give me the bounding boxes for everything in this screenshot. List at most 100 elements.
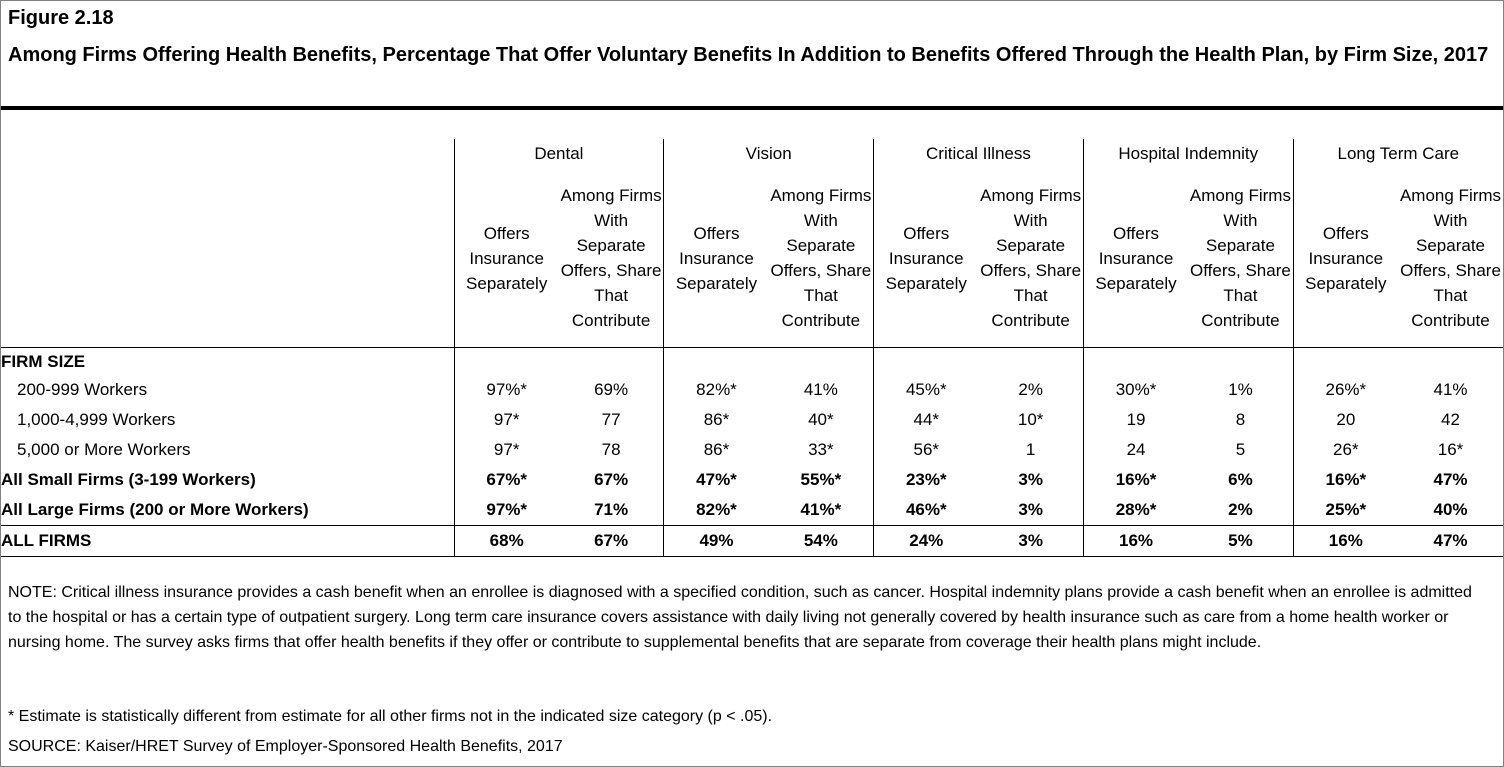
cell-value: 8 xyxy=(1235,410,1246,429)
cell-value: 77 xyxy=(601,410,621,429)
group-header-long-term-care: Long Term Care xyxy=(1292,139,1503,169)
cell-value: 41%* xyxy=(800,500,842,519)
cell-value: 55%* xyxy=(800,470,842,489)
cell-value: 5% xyxy=(1188,525,1294,557)
cell-value: 42 xyxy=(1441,410,1460,429)
cell-value: 47% xyxy=(1433,470,1468,489)
subheader-offers: Offers Insurance Separately xyxy=(873,169,979,348)
row-label: 5,000 or More Workers xyxy=(17,440,191,459)
section-row: FIRM SIZE xyxy=(1,347,1503,375)
cell-value: 30%* xyxy=(1082,375,1189,405)
cell-value: 41% xyxy=(1433,380,1468,399)
cell-value: 40% xyxy=(1433,500,1468,519)
footnote-text: * Estimate is statistically different fr… xyxy=(8,708,773,725)
cell-value: 67% xyxy=(594,470,629,489)
cell-value: 47%* xyxy=(663,465,769,495)
subheader-offers: Offers Insurance Separately xyxy=(663,169,769,348)
cell-value: 25%* xyxy=(1292,495,1399,526)
cell-value: 16%* xyxy=(1292,465,1399,495)
row-label: All Small Firms (3-199 Workers) xyxy=(1,470,256,489)
cell-value: 24 xyxy=(1082,435,1189,465)
section-label: FIRM SIZE xyxy=(1,351,86,371)
cell-value: 86* xyxy=(663,435,769,465)
cell-value: 41% xyxy=(803,380,838,399)
cell-value: 40* xyxy=(808,410,834,429)
cell-value: 16% xyxy=(1082,525,1189,557)
figure-title: Among Firms Offering Health Benefits, Pe… xyxy=(8,44,1489,66)
cell-value: 54% xyxy=(768,525,874,557)
cell-value: 68% xyxy=(453,525,559,557)
cell-value: 26* xyxy=(1292,435,1399,465)
cell-value: 16* xyxy=(1437,440,1464,459)
cell-value: 23%* xyxy=(873,465,979,495)
cell-value: 82%* xyxy=(663,375,769,405)
cell-value: 1% xyxy=(1228,380,1253,399)
table-row: All Small Firms (3-199 Workers) 67%* 67% 4… xyxy=(1,465,1503,495)
cell-value: 16% xyxy=(1292,525,1399,557)
cell-value: 28%* xyxy=(1082,495,1189,526)
cell-value: 3% xyxy=(978,525,1084,557)
row-label: 200-999 Workers xyxy=(17,380,148,399)
source-text: SOURCE: Kaiser/HRET Survey of Employer-S… xyxy=(8,738,563,755)
cell-value: 24% xyxy=(873,525,979,557)
cell-value: 47% xyxy=(1398,525,1503,557)
group-header-critical-illness: Critical Illness xyxy=(873,139,1084,169)
cell-value: 16%* xyxy=(1082,465,1189,495)
subheader-contribute: Among Firms With Separate Offers, Share … xyxy=(768,169,874,348)
row-label: ALL FIRMS xyxy=(1,525,454,557)
note-text: NOTE: Critical illness insurance provide… xyxy=(8,584,1472,651)
column-group-header-row: Dental Vision Critical Illness Hospital … xyxy=(1,139,1503,169)
subcolumn-header-row: Offers Insurance Separately Among Firms … xyxy=(1,169,1503,348)
header-spacer xyxy=(1,139,454,169)
cell-value: 97* xyxy=(453,405,559,435)
cell-value: 69% xyxy=(594,380,629,399)
cell-value: 10* xyxy=(1017,410,1044,429)
cell-value: 82%* xyxy=(663,495,769,526)
group-header-hospital-indemnity: Hospital Indemnity xyxy=(1082,139,1294,169)
group-header-dental: Dental xyxy=(453,139,664,169)
table-row: 1,000-4,999 Workers 97* 77 86* 40* 44* 10* 19 8… xyxy=(1,405,1503,435)
cell-value: 56* xyxy=(873,435,979,465)
cell-value: 6% xyxy=(1228,470,1253,489)
cell-value: 86* xyxy=(663,405,769,435)
cell-value: 2% xyxy=(1018,380,1043,399)
cell-value: 78 xyxy=(601,440,621,459)
cell-value: 45%* xyxy=(873,375,979,405)
header-spacer xyxy=(1,169,454,348)
subheader-offers: Offers Insurance Separately xyxy=(1292,169,1399,348)
cell-value: 5 xyxy=(1235,440,1246,459)
cell-value: 3% xyxy=(1018,500,1043,519)
group-header-vision: Vision xyxy=(663,139,874,169)
row-label: All Large Firms (200 or More Workers) xyxy=(1,500,309,519)
cell-value: 2% xyxy=(1228,500,1253,519)
cell-value: 3% xyxy=(1018,470,1043,489)
subheader-contribute: Among Firms With Separate Offers, Share … xyxy=(1398,169,1503,348)
cell-value: 97%* xyxy=(453,375,559,405)
total-row: ALL FIRMS 68% 67% 49% 54% 24% 3% 16% 5% 16% 47% xyxy=(1,525,1503,557)
row-label: 1,000-4,999 Workers xyxy=(17,410,176,429)
cell-value: 44* xyxy=(873,405,979,435)
subheader-contribute: Among Firms With Separate Offers, Share … xyxy=(558,169,664,348)
title-divider xyxy=(1,106,1503,110)
subheader-contribute: Among Firms With Separate Offers, Share … xyxy=(1188,169,1294,348)
table-row: 200-999 Workers 97%* 69% 82%* 41% 45%* 2% 30%*… xyxy=(1,375,1503,405)
cell-value: 67% xyxy=(558,525,664,557)
subheader-contribute: Among Firms With Separate Offers, Share … xyxy=(978,169,1084,348)
cell-value: 26%* xyxy=(1292,375,1399,405)
table-row: All Large Firms (200 or More Workers) 97… xyxy=(1,495,1503,526)
cell-value: 49% xyxy=(663,525,769,557)
cell-value: 71% xyxy=(594,500,629,519)
cell-value: 19 xyxy=(1082,405,1189,435)
table-row: 5,000 or More Workers 97* 78 86* 33* 56* 1 24 5… xyxy=(1,435,1503,465)
subheader-offers: Offers Insurance Separately xyxy=(1082,169,1189,348)
subheader-offers: Offers Insurance Separately xyxy=(453,169,559,348)
cell-value: 67%* xyxy=(453,465,559,495)
data-table: Dental Vision Critical Illness Hospital … xyxy=(1,139,1503,557)
cell-value: 97%* xyxy=(453,495,559,526)
cell-value: 46%* xyxy=(873,495,979,526)
cell-value: 97* xyxy=(453,435,559,465)
cell-value: 33* xyxy=(808,440,834,459)
figure-label: Figure 2.18 xyxy=(8,7,114,29)
cell-value: 20 xyxy=(1292,405,1399,435)
